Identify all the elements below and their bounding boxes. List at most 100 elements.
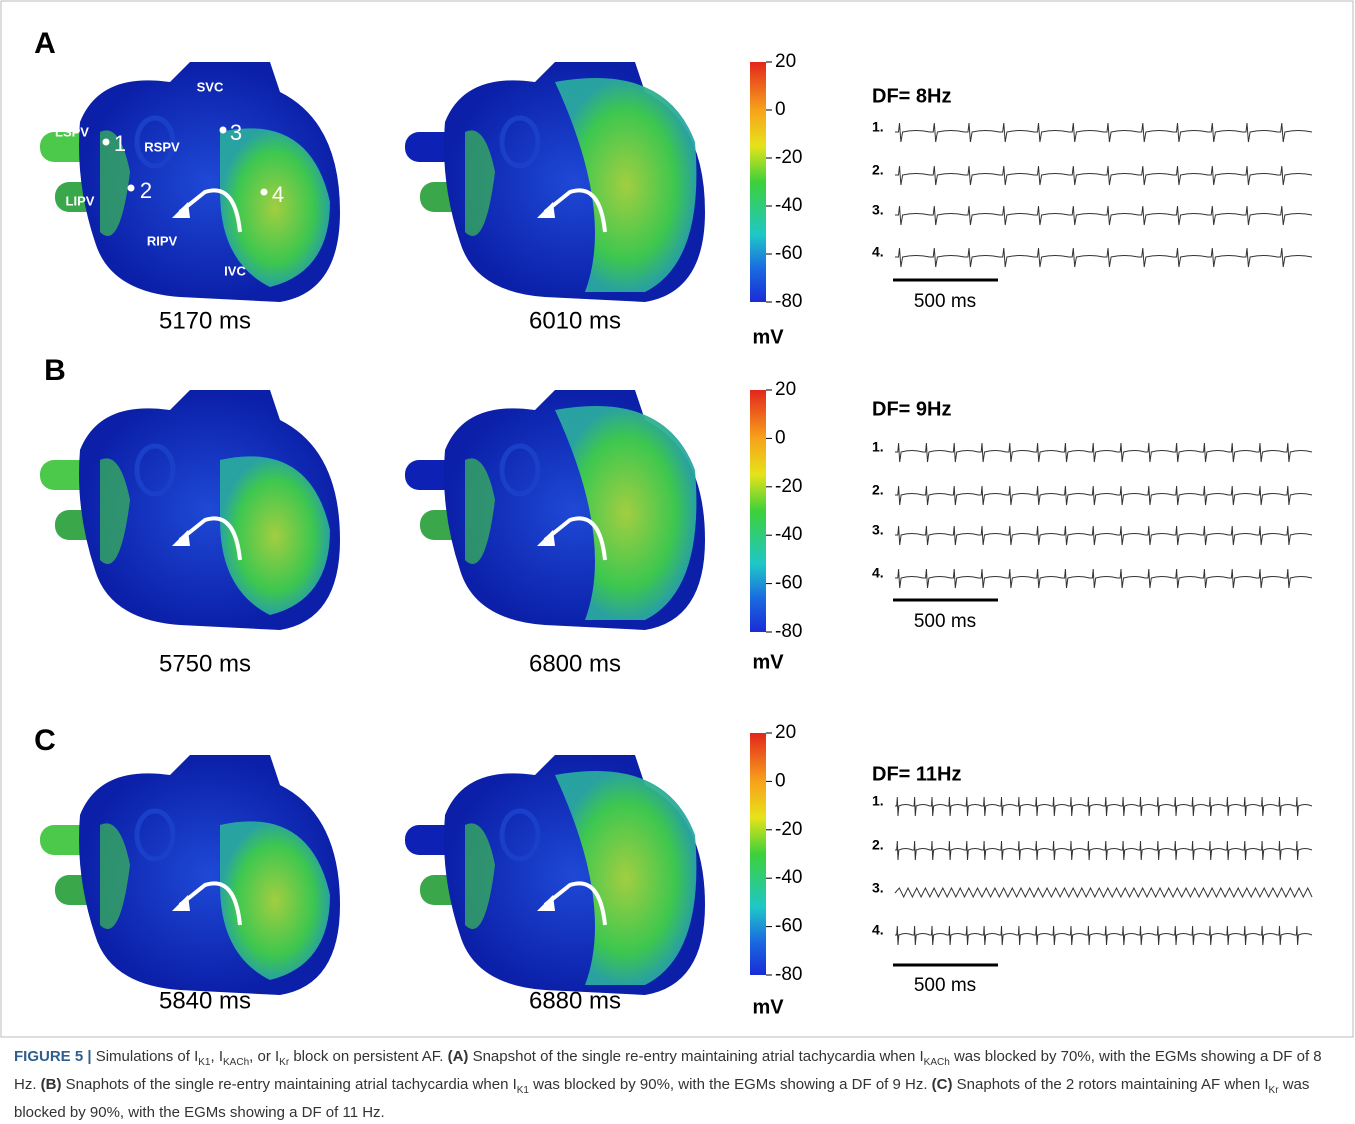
caption-normal: , I — [211, 1048, 224, 1065]
colorbar — [750, 62, 766, 302]
caption: FIGURE 5 | Simulations of IK1, IKACh, or… — [14, 1046, 1339, 1124]
trace-label: 4. — [872, 922, 884, 938]
egm-trace — [895, 926, 1312, 945]
site-dot — [220, 127, 227, 134]
egm-trace — [895, 797, 1312, 816]
trace-label: 1. — [872, 793, 884, 809]
heart-rendering — [40, 755, 340, 995]
heart-rendering — [40, 390, 340, 630]
colorbar-unit: mV — [752, 651, 784, 673]
colorbar-tick-label: -80 — [775, 621, 802, 642]
anatomy-label: LSPV — [55, 124, 89, 139]
egm-trace — [895, 166, 1312, 185]
site-dot — [103, 139, 110, 146]
colorbar-tick-label: -60 — [775, 573, 802, 594]
trace-label: 1. — [872, 119, 884, 135]
snapshot-time: 6800 ms — [529, 650, 621, 677]
colorbar-tick-label: -60 — [775, 243, 802, 264]
anatomy-label: 1 — [114, 131, 126, 156]
anatomy-label: RSPV — [144, 139, 180, 154]
colorbar-tick-label: -60 — [775, 916, 802, 937]
colorbar-tick-label: 20 — [775, 51, 796, 72]
colorbar-tick-label: -20 — [775, 819, 802, 840]
anatomy-label: 2 — [140, 178, 152, 203]
egm-trace — [895, 248, 1312, 267]
egm-trace — [895, 888, 1312, 897]
colorbar-tick-label: -20 — [775, 476, 802, 497]
anatomy-label: IVC — [224, 263, 246, 278]
caption-sub: KACh — [223, 1057, 249, 1068]
colorbar-unit: mV — [752, 326, 784, 348]
snapshot-time: 5750 ms — [159, 650, 251, 677]
snapshot-time: 6880 ms — [529, 987, 621, 1014]
anatomy-label: 4 — [272, 182, 284, 207]
panel-letter: A — [34, 27, 56, 60]
egm-trace — [895, 569, 1312, 588]
dominant-frequency: DF= 8Hz — [872, 85, 951, 107]
caption-label: FIGURE 5 | — [14, 1048, 92, 1065]
anatomy-label: RIPV — [147, 233, 178, 248]
trace-label: 4. — [872, 244, 884, 260]
colorbar-tick-label: -40 — [775, 195, 802, 216]
colorbar-tick-label: 20 — [775, 722, 796, 743]
scale-bar-label: 500 ms — [914, 291, 976, 312]
colorbar-unit: mV — [752, 996, 784, 1018]
egm-trace — [895, 841, 1312, 860]
caption-bold: (A) — [448, 1048, 469, 1065]
heart-rendering — [405, 390, 705, 630]
caption-sub: Kr — [279, 1057, 289, 1068]
scale-bar-label: 500 ms — [914, 975, 976, 996]
anatomy-label: LIPV — [66, 193, 95, 208]
site-dot — [128, 185, 135, 192]
caption-sub: KACh — [924, 1057, 950, 1068]
colorbar-tick-label: -80 — [775, 291, 802, 312]
caption-normal: Simulations of I — [92, 1048, 199, 1065]
caption-bold: (C) — [932, 1076, 953, 1093]
snapshot-time: 5840 ms — [159, 987, 251, 1014]
figure: A 5170 ms 6010 ms SVC LSPV 1 RSPV 3 2 4 LIPV RIPV IV… — [0, 0, 1355, 1124]
caption-normal: Snaphots of the 2 rotors maintaining AF … — [953, 1076, 1269, 1093]
heart-rendering — [40, 62, 340, 302]
colorbar — [750, 733, 766, 975]
colorbar-tick-label: -40 — [775, 524, 802, 545]
colorbar-tick-label: -20 — [775, 147, 802, 168]
colorbar-tick-label: 0 — [775, 427, 786, 448]
heart-rendering — [405, 755, 705, 995]
trace-label: 3. — [872, 202, 884, 218]
egm-trace — [895, 443, 1312, 462]
caption-normal: , or I — [249, 1048, 279, 1065]
snapshot-time: 6010 ms — [529, 307, 621, 334]
colorbar-tick-label: -80 — [775, 964, 802, 985]
anatomy-label: 3 — [230, 120, 242, 145]
figure-panels: A 5170 ms 6010 ms SVC LSPV 1 RSPV 3 2 4 LIPV RIPV IV… — [0, 0, 1355, 1040]
heart-rendering — [405, 62, 705, 302]
egm-trace — [895, 123, 1312, 142]
egm-trace — [895, 206, 1312, 225]
dominant-frequency: DF= 11Hz — [872, 763, 961, 785]
caption-normal: block on persistent AF. — [289, 1048, 447, 1065]
site-dot — [261, 189, 268, 196]
colorbar-tick-label: 0 — [775, 770, 786, 791]
panel-letter: C — [34, 724, 56, 757]
trace-label: 2. — [872, 837, 884, 853]
trace-label: 2. — [872, 162, 884, 178]
colorbar — [750, 390, 766, 632]
caption-bold: (B) — [41, 1076, 62, 1093]
trace-label: 4. — [872, 565, 884, 581]
caption-sub: K1 — [517, 1085, 529, 1096]
trace-label: 1. — [872, 439, 884, 455]
dominant-frequency: DF= 9Hz — [872, 398, 951, 420]
trace-label: 3. — [872, 880, 884, 896]
trace-label: 2. — [872, 482, 884, 498]
colorbar-tick-label: 20 — [775, 379, 796, 400]
colorbar-tick-label: 0 — [775, 99, 786, 120]
anatomy-label: SVC — [197, 79, 224, 94]
snapshot-time: 5170 ms — [159, 307, 251, 334]
egm-trace — [895, 526, 1312, 545]
caption-sub: K1 — [198, 1057, 210, 1068]
scale-bar-label: 500 ms — [914, 611, 976, 632]
panel-letter: B — [44, 354, 66, 387]
caption-sub: Kr — [1269, 1085, 1279, 1096]
caption-normal: Snapshot of the single re-entry maintain… — [468, 1048, 923, 1065]
trace-label: 3. — [872, 522, 884, 538]
